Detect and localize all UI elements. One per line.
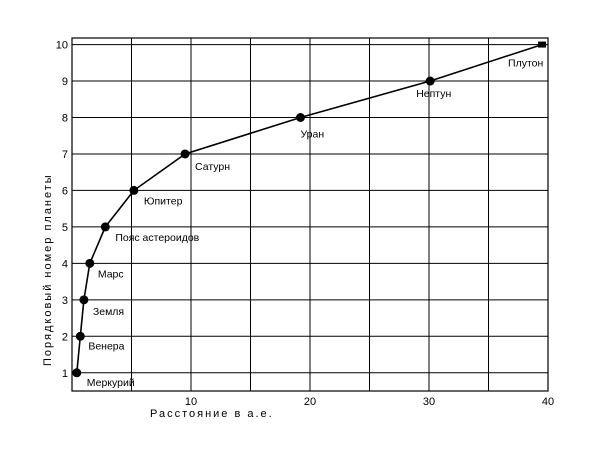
- x-axis-title: Расстояние в а.е.: [150, 408, 274, 420]
- data-point: [85, 258, 95, 268]
- x-tick-label: 40: [542, 396, 554, 408]
- y-tick-label: 9: [62, 76, 68, 88]
- data-points: [72, 41, 547, 378]
- series-line-group: [76, 43, 543, 373]
- point-label: Уран: [300, 128, 324, 140]
- y-tick-label: 8: [62, 112, 68, 124]
- point-label: Юпитер: [144, 195, 183, 207]
- y-tick-label: 1: [62, 368, 68, 380]
- point-label: Земля: [93, 306, 124, 318]
- point-label: Плутон: [508, 58, 543, 70]
- x-tick-label: 20: [304, 396, 316, 408]
- y-tick-label: 10: [56, 40, 68, 52]
- y-tick-label: 2: [62, 331, 68, 343]
- y-tick-label: 4: [62, 258, 68, 270]
- data-point: [129, 185, 139, 195]
- data-point: [295, 112, 305, 122]
- data-point: [72, 368, 82, 378]
- point-label: Сатурн: [195, 161, 230, 173]
- axes: 1 2 3 4 5 6 7 8 9 10 10 20 30 40: [56, 37, 554, 408]
- data-point: [538, 41, 547, 48]
- point-label: Нептун: [416, 88, 451, 100]
- data-point: [100, 222, 110, 232]
- series-line: [76, 43, 543, 373]
- plot-frame: [71, 37, 549, 392]
- y-axis-title: Порядковый номер планеты: [42, 173, 54, 366]
- point-label: Марс: [98, 268, 124, 280]
- data-point: [180, 149, 190, 159]
- data-point: [75, 331, 85, 341]
- x-tick-label: 10: [185, 396, 197, 408]
- y-tick-label: 5: [62, 222, 68, 234]
- point-label: Венера: [88, 340, 124, 352]
- y-tick-label: 7: [62, 149, 68, 161]
- point-label: Меркурий: [87, 377, 135, 389]
- point-label: Пояс астероидов: [115, 232, 199, 244]
- data-point: [79, 295, 89, 305]
- x-tick-label: 30: [423, 396, 435, 408]
- grid: [72, 38, 548, 391]
- point-labels: Меркурий Венера Земля Марс Пояс астероидов Юп…: [87, 58, 544, 389]
- y-tick-label: 6: [62, 185, 68, 197]
- y-tick-label: 3: [62, 295, 68, 307]
- data-point: [425, 76, 435, 86]
